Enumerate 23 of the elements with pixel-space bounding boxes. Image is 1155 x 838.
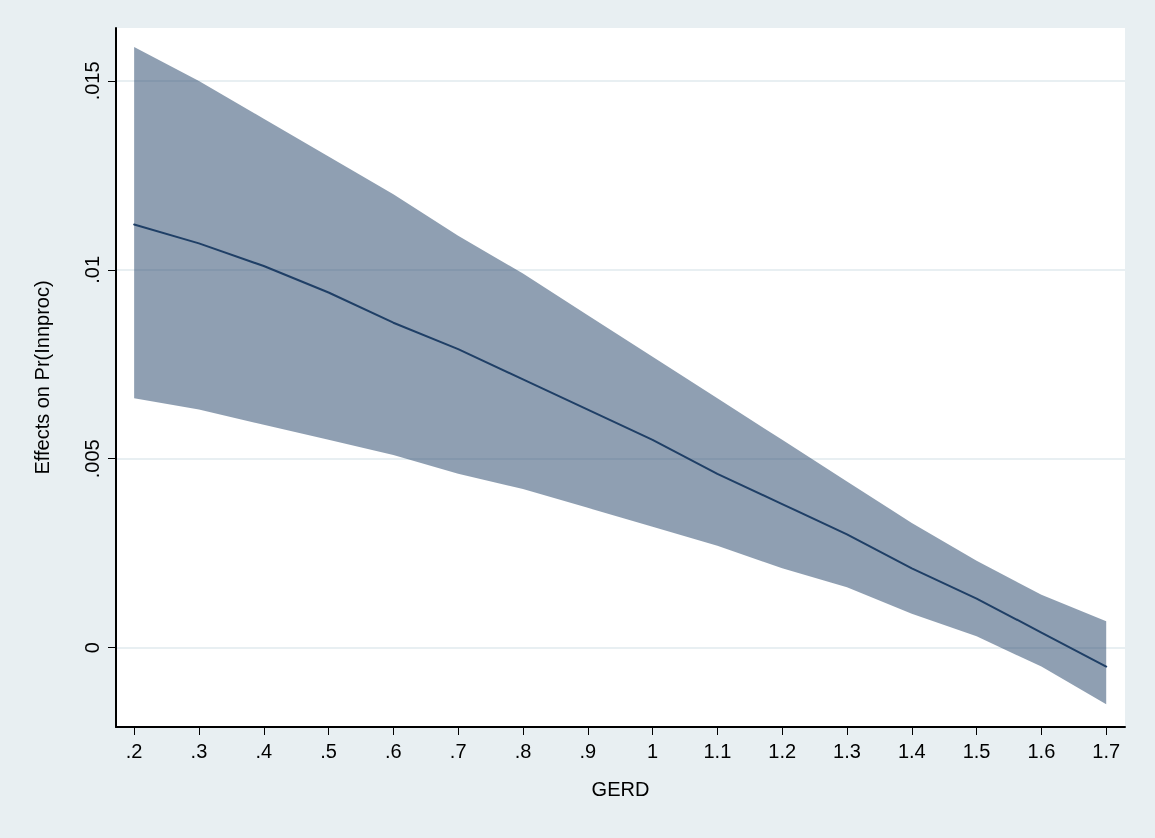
y-tick-label: 0 (81, 642, 103, 654)
x-tick-label: 1 (647, 740, 659, 762)
x-tick-label: .8 (514, 740, 532, 762)
x-tick-label: 1.2 (768, 740, 797, 762)
y-tick-label: .015 (81, 61, 103, 101)
x-tick-label: .3 (190, 740, 208, 762)
x-tick-label: .4 (255, 740, 273, 762)
x-tick-label: 1.7 (1092, 740, 1121, 762)
x-tick-label: .9 (579, 740, 597, 762)
x-tick-label: .2 (125, 740, 143, 762)
x-axis-title: GERD (591, 778, 650, 800)
y-axis-title: Effects on Pr(Innproc) (31, 280, 53, 475)
x-tick-label: .7 (449, 740, 467, 762)
x-tick-label: 1.3 (833, 740, 861, 762)
x-tick-label: 1.6 (1027, 740, 1056, 762)
x-tick-label: 1.5 (962, 740, 991, 762)
y-tick-label: .005 (81, 439, 103, 479)
x-tick-label: .6 (385, 740, 402, 762)
x-tick-label: .5 (320, 740, 337, 762)
x-tick-label: 1.1 (703, 740, 732, 762)
x-tick-label: 1.4 (897, 740, 926, 762)
line-series (133, 223, 1108, 668)
y-tick-label: .01 (81, 255, 103, 284)
